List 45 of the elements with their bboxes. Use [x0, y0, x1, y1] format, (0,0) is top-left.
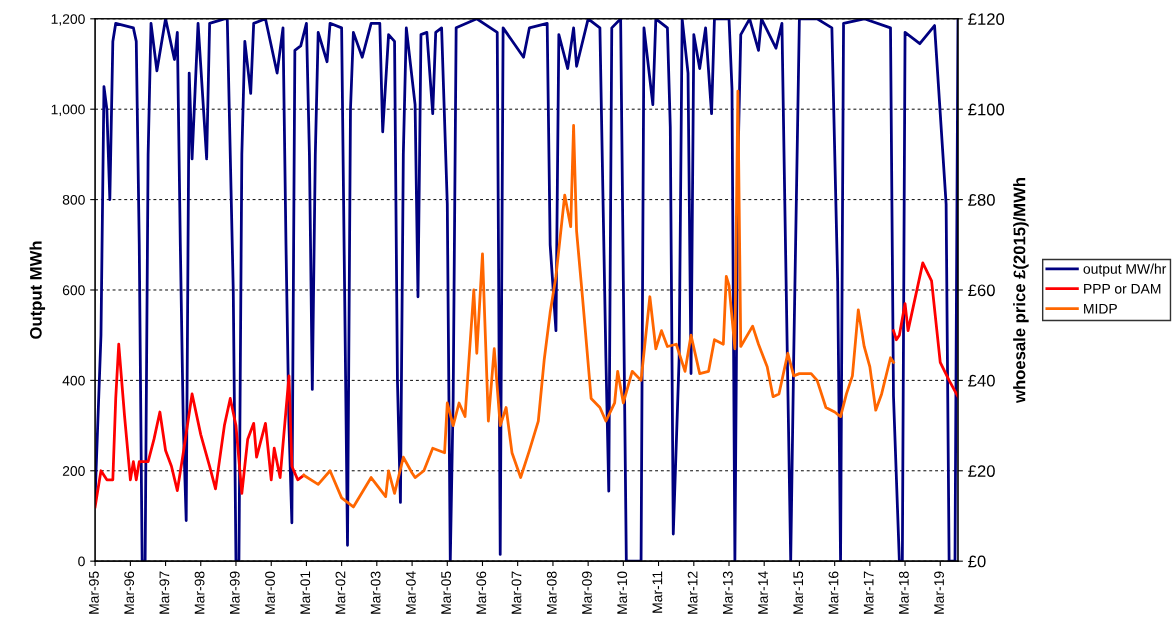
- x-tick-label: Mar-17: [863, 571, 874, 614]
- x-tick-label: Mar-02: [335, 571, 346, 614]
- y-tick-label: 200: [62, 466, 85, 476]
- x-tick-label: Mar-14: [758, 571, 768, 614]
- y2-tick-label: £20: [968, 465, 995, 477]
- x-tick-label: Mar-98: [194, 571, 205, 614]
- x-tick-label: Mar-09: [582, 571, 592, 614]
- x-tick-label: Mar-00: [265, 571, 275, 614]
- x-tick-label: Mar-11: [652, 571, 663, 613]
- line-series: [302, 89, 895, 509]
- y2-tick-label: £40: [968, 374, 995, 387]
- legend-label: output MW/hr: [1083, 263, 1167, 277]
- x-tick-label: Mar-16: [828, 571, 839, 614]
- x-tick-label: Mar-06: [476, 571, 487, 614]
- x-tick-label: Mar-10: [617, 571, 628, 614]
- y2-tick-label: £120: [968, 13, 1005, 26]
- y2-tick-label: £100: [968, 103, 1005, 116]
- y2-tick-label: £0: [968, 555, 986, 568]
- x-tick-label: Mar-01: [300, 571, 311, 614]
- x-tick-label: Mar-95: [88, 571, 99, 614]
- x-tick-label: Mar-96: [124, 571, 135, 614]
- x-tick-label: Mar-05: [441, 571, 452, 614]
- y-tick-label: 0: [78, 556, 85, 567]
- y-axis-title: Output MWh: [29, 241, 46, 339]
- x-tick-label: Mar-15: [793, 571, 804, 614]
- x-tick-label: Mar-18: [898, 571, 909, 614]
- legend-label: PPP or DAM: [1084, 284, 1161, 294]
- x-tick-label: Mar-97: [159, 571, 170, 614]
- x-tick-label: Mar-19: [934, 571, 944, 614]
- x-tick-label: Mar-03: [370, 571, 381, 614]
- y2-tick-label: £60: [968, 284, 995, 297]
- x-tick-label: Mar-12: [687, 571, 698, 614]
- y-tick-label: 1,200: [51, 14, 85, 26]
- x-tick-label: Mar-07: [511, 571, 522, 614]
- x-tick-label: Mar-13: [722, 571, 733, 614]
- x-tick-label: Mar-08: [546, 571, 557, 614]
- x-tick-label: Mar-99: [229, 571, 240, 614]
- y-tick-label: 1,000: [51, 104, 85, 117]
- legend-label: MIDP: [1084, 303, 1117, 314]
- y-tick-label: 400: [62, 375, 85, 386]
- x-tick-label: Mar-04: [405, 571, 416, 614]
- y-tick-label: 600: [62, 285, 85, 296]
- y2-axis-title: whoesale price £(2015)/MWh: [1013, 178, 1029, 404]
- y2-tick-label: £80: [968, 194, 995, 206]
- y-tick-label: 800: [62, 194, 85, 205]
